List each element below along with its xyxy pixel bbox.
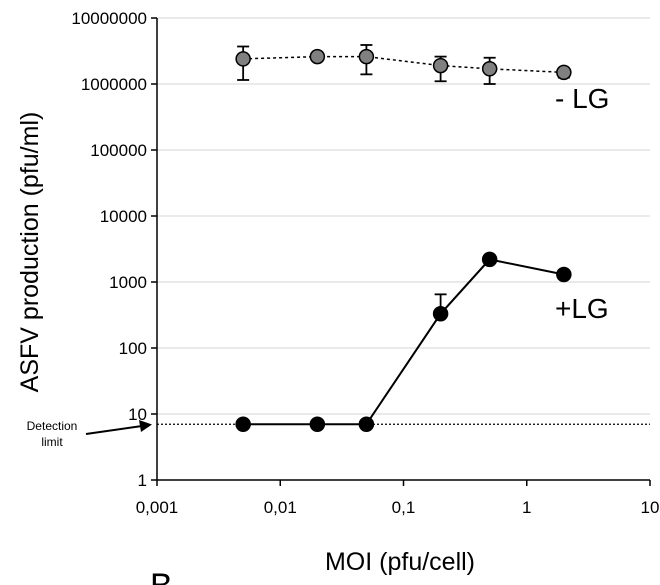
gridlines	[157, 17, 650, 415]
x-tick-label: 1	[522, 498, 531, 517]
data-point	[309, 48, 326, 65]
y-tick-label: 100	[119, 339, 147, 358]
y-tick-label: 10000	[100, 207, 147, 226]
data-point	[556, 64, 572, 81]
y-tick-label: 10000000	[71, 9, 147, 28]
x-tick-label: 10	[641, 498, 660, 517]
data-point	[235, 416, 251, 432]
data-point	[432, 306, 449, 322]
data-point	[358, 416, 375, 432]
y-axis-title: ASFV production (pfu/ml)	[16, 112, 44, 393]
detection-limit-arrow	[85, 420, 152, 435]
y-tick-label: 1000000	[81, 75, 147, 94]
detection-limit-label-line1: Detection	[27, 419, 78, 433]
series-line	[243, 55, 564, 74]
x-tick-label: 0,1	[392, 498, 416, 517]
x-tick-label: 0,001	[136, 498, 179, 517]
x-tick-label: 0,01	[264, 498, 297, 517]
series-line	[243, 258, 565, 426]
y-tick-label: 1000	[109, 273, 147, 292]
series	[235, 44, 572, 432]
series-label-plus-lg: +LG	[555, 293, 609, 324]
y-tick-label: 100000	[90, 141, 147, 160]
data-point	[481, 251, 498, 268]
series-label-minus-lg: - LG	[555, 83, 609, 114]
detection-limit-label-line2: limit	[41, 435, 63, 449]
panel-letter: B	[150, 567, 173, 585]
axes: 1 10 100 1000 10000 100000 1000000 10000000 0,00…	[71, 9, 659, 517]
series-minus-lg	[235, 44, 572, 85]
series-plus-lg	[235, 251, 572, 432]
data-point	[432, 57, 449, 74]
y-tick-label: 10	[128, 405, 147, 424]
y-tick-label: 1	[138, 471, 147, 490]
data-point	[309, 416, 326, 432]
data-point	[235, 51, 251, 67]
data-point	[556, 266, 572, 283]
x-axis-title: MOI (pfu/cell)	[325, 548, 475, 576]
data-point	[481, 61, 498, 77]
data-point	[358, 48, 375, 65]
